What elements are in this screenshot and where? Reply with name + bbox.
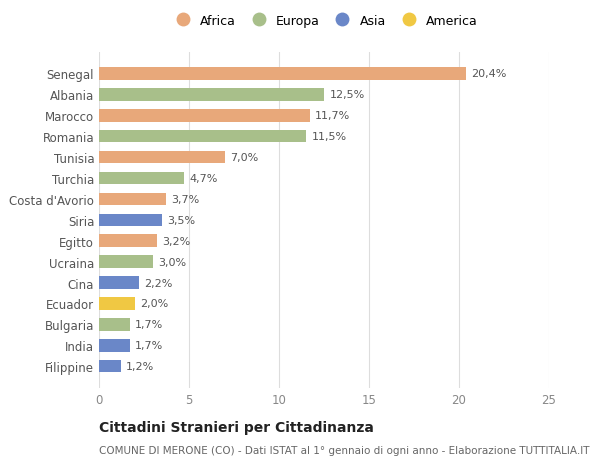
Text: 3,7%: 3,7%	[171, 195, 199, 204]
Bar	[99, 319, 130, 331]
Text: 1,7%: 1,7%	[135, 341, 163, 351]
Text: 1,7%: 1,7%	[135, 319, 163, 330]
Bar	[99, 68, 466, 80]
Text: 12,5%: 12,5%	[329, 90, 365, 100]
Text: 11,5%: 11,5%	[311, 132, 347, 142]
Bar	[99, 214, 162, 227]
Bar	[99, 193, 166, 206]
Text: 4,7%: 4,7%	[189, 174, 217, 184]
Bar	[99, 360, 121, 373]
Text: 3,0%: 3,0%	[158, 257, 187, 267]
Bar	[99, 277, 139, 289]
Text: 11,7%: 11,7%	[315, 111, 350, 121]
Text: 7,0%: 7,0%	[230, 153, 259, 163]
Text: Cittadini Stranieri per Cittadinanza: Cittadini Stranieri per Cittadinanza	[99, 420, 374, 434]
Bar	[99, 297, 135, 310]
Text: 2,2%: 2,2%	[144, 278, 172, 288]
Bar	[99, 151, 225, 164]
Text: 1,2%: 1,2%	[126, 361, 154, 371]
Text: 2,0%: 2,0%	[140, 299, 169, 309]
Legend: Africa, Europa, Asia, America: Africa, Europa, Asia, America	[167, 12, 481, 30]
Bar	[99, 172, 184, 185]
Text: 20,4%: 20,4%	[472, 69, 507, 79]
Text: 3,5%: 3,5%	[167, 215, 196, 225]
Bar	[99, 89, 324, 101]
Bar	[99, 110, 310, 122]
Bar	[99, 256, 153, 269]
Bar	[99, 339, 130, 352]
Bar	[99, 235, 157, 247]
Text: 3,2%: 3,2%	[162, 236, 190, 246]
Text: COMUNE DI MERONE (CO) - Dati ISTAT al 1° gennaio di ogni anno - Elaborazione TUT: COMUNE DI MERONE (CO) - Dati ISTAT al 1°…	[99, 445, 589, 455]
Bar	[99, 131, 306, 143]
